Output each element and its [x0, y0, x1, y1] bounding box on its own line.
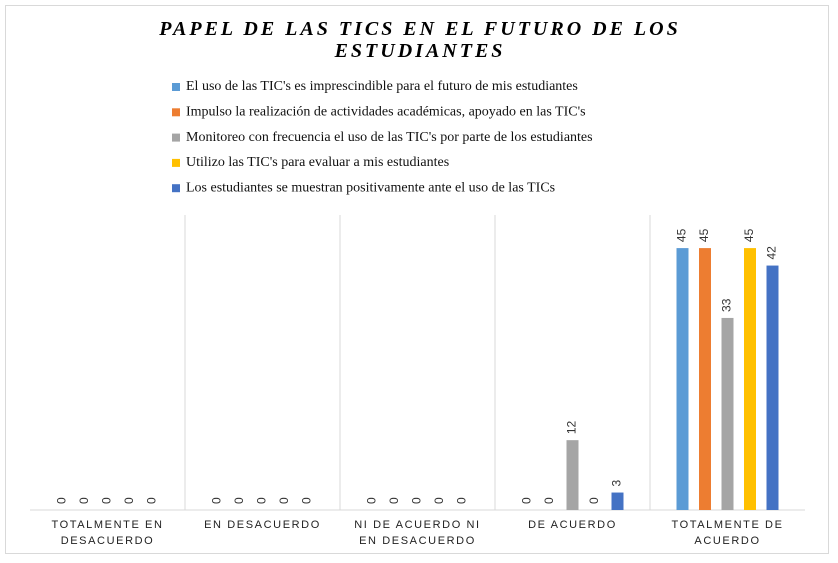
value-label: 45 [742, 228, 756, 242]
bar [676, 248, 689, 510]
value-label: 0 [100, 497, 114, 504]
x-tick-label: TOTALMENTE EN DESACUERDO [51, 519, 164, 547]
value-label: 0 [300, 497, 314, 504]
bar [566, 440, 579, 510]
value-label: 0 [587, 497, 601, 504]
value-label: 33 [720, 298, 734, 312]
legend-label: Los estudiantes se muestran positivament… [186, 180, 555, 195]
legend-swatch [172, 184, 180, 193]
value-label: 42 [765, 246, 779, 260]
bar [766, 265, 779, 510]
legend-label: El uso de las TIC's es imprescindible pa… [186, 79, 578, 94]
value-label: 0 [145, 497, 159, 504]
value-label: 0 [365, 497, 379, 504]
chart-frame [5, 5, 829, 554]
value-label: 45 [675, 228, 689, 242]
value-label: 12 [565, 420, 579, 434]
value-label: 3 [610, 480, 624, 487]
value-label: 0 [387, 497, 401, 504]
value-label: 0 [542, 497, 556, 504]
value-label: 0 [520, 497, 534, 504]
x-tick-label: TOTALMENTE DE ACUERDO [671, 519, 784, 547]
legend-label: Monitoreo con frecuencia el uso de las T… [186, 130, 593, 145]
value-label: 0 [55, 497, 69, 504]
chart-title: PAPEL DE LAS TICS EN EL FUTURO DE LOS ES… [159, 18, 681, 62]
bar [699, 248, 711, 510]
value-label: 0 [122, 497, 136, 504]
value-label: 0 [455, 497, 469, 504]
legend-swatch [172, 133, 180, 142]
legend-swatch [172, 83, 180, 91]
value-label: 45 [697, 228, 711, 242]
bar [611, 492, 624, 510]
value-label: 0 [210, 497, 224, 504]
x-tick-label: NI DE ACUERDO NI EN DESACUERDO [354, 519, 481, 547]
x-tick-label: EN DESACUERDO [204, 519, 321, 531]
legend-label: Impulso la realización de actividades ac… [186, 105, 586, 120]
value-label: 0 [432, 497, 446, 504]
legend-swatch [172, 158, 180, 167]
legend-label: Utilizo las TIC's para evaluar a mis est… [186, 155, 449, 170]
value-label: 0 [77, 497, 91, 504]
value-label: 0 [232, 497, 246, 504]
value-label: 0 [410, 497, 424, 504]
x-tick-label: DE ACUERDO [528, 519, 617, 531]
legend-swatch [172, 108, 180, 117]
value-label: 0 [277, 497, 291, 504]
bar [744, 248, 756, 510]
value-label: 0 [255, 497, 269, 504]
bar [721, 317, 734, 510]
